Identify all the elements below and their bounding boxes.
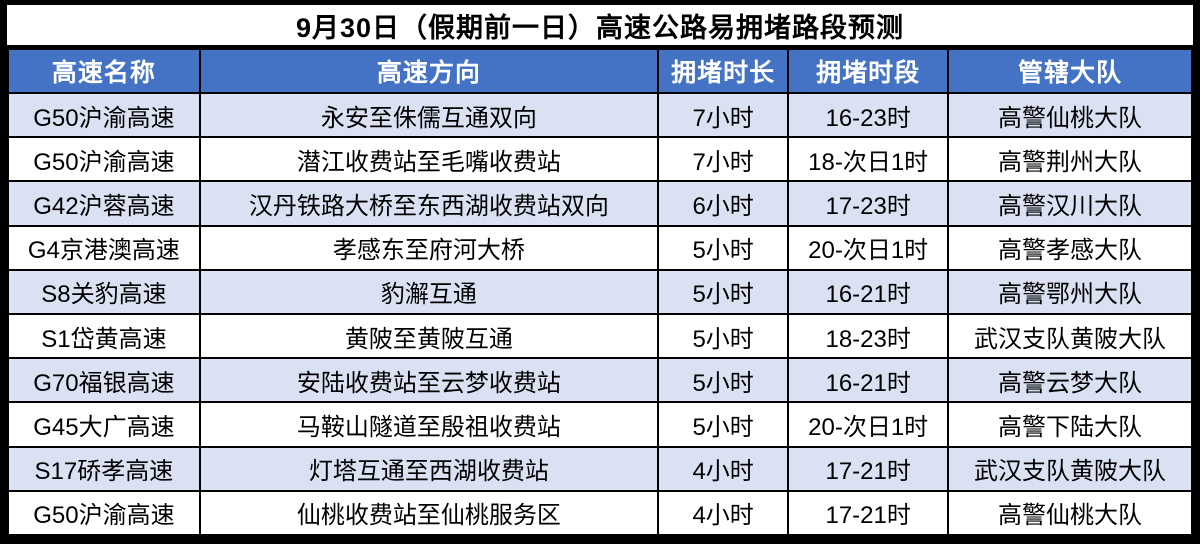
cell-duration: 4小时 (657, 489, 790, 537)
cell-highway-name: G45大广高速 (7, 401, 201, 448)
cell-brigade: 高警仙桃大队 (947, 489, 1193, 537)
cell-period: 20-次日1时 (787, 224, 950, 271)
cell-highway-name: G4京港澳高速 (7, 224, 201, 271)
header-row: 高速名称 高速方向 拥堵时长 拥堵时段 管辖大队 (7, 48, 1193, 94)
table-row: G50沪渝高速 潜江收费站至毛嘴收费站 7小时 18-次日1时 高警荆州大队 (7, 136, 1193, 183)
cell-period: 20-次日1时 (787, 401, 950, 448)
cell-highway-name: G50沪渝高速 (7, 136, 201, 183)
cell-direction: 黄陂至黄陂互通 (198, 312, 660, 360)
cell-direction: 永安至侏儒互通双向 (198, 91, 660, 139)
cell-highway-name: S8关豹高速 (7, 268, 201, 315)
table-row: G50沪渝高速 仙桃收费站至仙桃服务区 4小时 17-21时 高警仙桃大队 (7, 489, 1193, 537)
cell-highway-name: G70福银高速 (7, 357, 201, 404)
cell-brigade: 高警下陆大队 (947, 401, 1193, 448)
cell-direction: 仙桃收费站至仙桃服务区 (198, 489, 660, 537)
cell-brigade: 高警荆州大队 (947, 136, 1193, 183)
cell-brigade: 高警汉川大队 (947, 180, 1193, 227)
cell-brigade: 高警孝感大队 (947, 224, 1193, 271)
cell-highway-name: S17硚孝高速 (7, 445, 201, 492)
table-body: G50沪渝高速 永安至侏儒互通双向 7小时 16-23时 高警仙桃大队 G50沪… (7, 91, 1193, 537)
cell-duration: 6小时 (657, 180, 790, 227)
column-header-highway-name: 高速名称 (7, 48, 201, 94)
cell-period: 18-23时 (787, 312, 950, 360)
cell-period: 17-21时 (787, 489, 950, 537)
cell-period: 16-21时 (787, 268, 950, 315)
table-row: S17硚孝高速 灯塔互通至西湖收费站 4小时 17-21时 武汉支队黄陂大队 (7, 445, 1193, 492)
cell-period: 17-23时 (787, 180, 950, 227)
cell-period: 18-次日1时 (787, 136, 950, 183)
page-title: 9月30日（假期前一日）高速公路易拥堵路段预测 (7, 5, 1193, 48)
cell-duration: 4小时 (657, 445, 790, 492)
cell-duration: 7小时 (657, 136, 790, 183)
column-header-direction: 高速方向 (198, 48, 660, 94)
congestion-forecast-table: 高速名称 高速方向 拥堵时长 拥堵时段 管辖大队 G50沪渝高速 永安至侏儒互通… (7, 48, 1193, 537)
column-header-period: 拥堵时段 (787, 48, 950, 94)
cell-direction: 灯塔互通至西湖收费站 (198, 445, 660, 492)
cell-brigade: 武汉支队黄陂大队 (947, 445, 1193, 492)
cell-highway-name: G50沪渝高速 (7, 489, 201, 537)
cell-direction: 豹澥互通 (198, 268, 660, 315)
cell-highway-name: G42沪蓉高速 (7, 180, 201, 227)
table-row: G45大广高速 马鞍山隧道至殷祖收费站 5小时 20-次日1时 高警下陆大队 (7, 401, 1193, 448)
cell-brigade: 高警鄂州大队 (947, 268, 1193, 315)
cell-brigade: 高警仙桃大队 (947, 91, 1193, 139)
cell-period: 16-23时 (787, 91, 950, 139)
column-header-duration: 拥堵时长 (657, 48, 790, 94)
cell-duration: 5小时 (657, 312, 790, 360)
cell-duration: 5小时 (657, 357, 790, 404)
cell-brigade: 武汉支队黄陂大队 (947, 312, 1193, 360)
column-header-brigade: 管辖大队 (947, 48, 1193, 94)
cell-direction: 安陆收费站至云梦收费站 (198, 357, 660, 404)
cell-period: 16-21时 (787, 357, 950, 404)
table-row: G42沪蓉高速 汉丹铁路大桥至东西湖收费站双向 6小时 17-23时 高警汉川大… (7, 180, 1193, 227)
cell-direction: 孝感东至府河大桥 (198, 224, 660, 271)
cell-duration: 7小时 (657, 91, 790, 139)
cell-direction: 潜江收费站至毛嘴收费站 (198, 136, 660, 183)
table-row: S8关豹高速 豹澥互通 5小时 16-21时 高警鄂州大队 (7, 268, 1193, 315)
table-row: G70福银高速 安陆收费站至云梦收费站 5小时 16-21时 高警云梦大队 (7, 357, 1193, 404)
cell-period: 17-21时 (787, 445, 950, 492)
cell-highway-name: G50沪渝高速 (7, 91, 201, 139)
table-row: G50沪渝高速 永安至侏儒互通双向 7小时 16-23时 高警仙桃大队 (7, 91, 1193, 139)
table-row: G4京港澳高速 孝感东至府河大桥 5小时 20-次日1时 高警孝感大队 (7, 224, 1193, 271)
table-row: S1岱黄高速 黄陂至黄陂互通 5小时 18-23时 武汉支队黄陂大队 (7, 312, 1193, 360)
cell-brigade: 高警云梦大队 (947, 357, 1193, 404)
cell-highway-name: S1岱黄高速 (7, 312, 201, 360)
cell-duration: 5小时 (657, 401, 790, 448)
cell-direction: 汉丹铁路大桥至东西湖收费站双向 (198, 180, 660, 227)
cell-duration: 5小时 (657, 268, 790, 315)
cell-duration: 5小时 (657, 224, 790, 271)
cell-direction: 马鞍山隧道至殷祖收费站 (198, 401, 660, 448)
